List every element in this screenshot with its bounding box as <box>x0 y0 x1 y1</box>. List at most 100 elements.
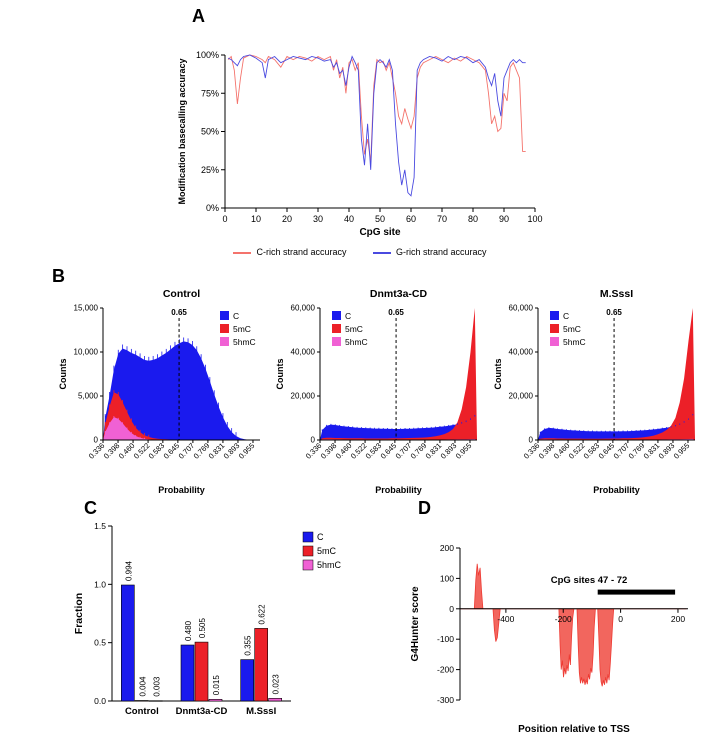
value-label: 0.003 <box>152 676 161 697</box>
x-axis-title: CpG site <box>359 227 401 238</box>
legend-label: C <box>345 311 351 321</box>
tick-label: 0.583 <box>364 441 384 461</box>
tick-label: -300 <box>437 695 454 705</box>
tick-label: 40,000 <box>291 348 316 357</box>
tick-label: 30 <box>313 214 323 224</box>
tick-label: 0.460 <box>552 441 572 461</box>
series-c_blue <box>538 414 695 440</box>
tick-label: 0 <box>311 436 316 445</box>
tick-label: 0.893 <box>657 441 677 461</box>
tick-label: 0.707 <box>612 441 632 461</box>
value-label: 0.505 <box>198 618 207 639</box>
tick-label: 0.398 <box>537 441 557 461</box>
series-c_blue <box>320 415 477 440</box>
panel-c-label: C <box>84 498 97 518</box>
tick-label: -200 <box>555 614 572 624</box>
tick-label: 0 <box>529 436 534 445</box>
legend-label: 5hmC <box>233 337 256 347</box>
value-label: 0.004 <box>138 676 147 697</box>
cpg-region-label: CpG sites 47 - 72 <box>551 575 628 586</box>
legend-label: C <box>563 311 569 321</box>
tick-label: 0 <box>618 614 623 624</box>
tick-label: 20,000 <box>291 392 316 401</box>
panel-a-legend: C-rich strand accuracy G-rich strand acc… <box>170 247 550 257</box>
tick-label: 0 <box>222 214 227 224</box>
tick-label: 60,000 <box>291 304 316 313</box>
legend-swatch <box>220 311 229 320</box>
tick-label: 0.583 <box>582 441 602 461</box>
tick-label: 10,000 <box>74 348 99 357</box>
tick-label: 75% <box>201 88 219 98</box>
hist-control-chart: Control 0 5,000 10,000 15,000 0.3360.3980.460… <box>58 288 260 495</box>
g-rich-legend-label: G-rich strand accuracy <box>396 247 487 257</box>
tick-label: 0 <box>94 436 99 445</box>
tick-label: 0.769 <box>192 441 212 461</box>
tick-label: 60 <box>406 214 416 224</box>
legend-label: 5hmC <box>345 337 368 347</box>
tick-label: 50 <box>375 214 385 224</box>
y-axis-title: Counts <box>275 359 285 390</box>
legend-swatch <box>332 337 341 346</box>
tick-label: 0.893 <box>439 441 459 461</box>
legend-item-g-rich: G-rich strand accuracy <box>373 247 487 257</box>
tick-label: 5,000 <box>78 392 99 401</box>
tick-label: 20 <box>282 214 292 224</box>
legend-label: C <box>317 532 324 542</box>
tick-label: 0.707 <box>177 441 197 461</box>
tick-label: 0.460 <box>334 441 354 461</box>
x-axis-title: Probability <box>158 485 205 495</box>
threshold-label: 0.65 <box>606 308 622 317</box>
legend-swatch <box>550 324 559 333</box>
bar-hmc_pink <box>208 699 223 702</box>
y-axis-title: Modification basecalling accuracy <box>177 58 187 204</box>
tick-label: 1.0 <box>94 579 106 589</box>
tick-label: 0.955 <box>454 441 474 461</box>
bar-c_blue <box>120 584 135 702</box>
y-axis-title: Counts <box>493 359 503 390</box>
legend-label: 5mC <box>317 546 337 556</box>
tick-label: 0.831 <box>642 441 662 461</box>
panel-d-chart: 200 100 0 -100 -200 -300 -400 -200 0 200 Position … <box>410 543 688 735</box>
series-mc_red <box>538 308 695 440</box>
legend-swatch <box>332 311 341 320</box>
panel-c-chart: 0.0 0.5 1.0 1.5 Fraction Control 0.994 0.004 0.0… <box>73 521 342 717</box>
threshold-label: 0.65 <box>388 308 404 317</box>
g4hunter-area <box>460 563 687 687</box>
legend-swatch <box>302 545 314 557</box>
bar-mc_red <box>254 628 268 702</box>
tick-label: 0.522 <box>349 441 369 461</box>
legend-swatch <box>550 337 559 346</box>
legend-swatch <box>220 324 229 333</box>
tick-label: 0.5 <box>94 638 106 648</box>
tick-label: 40 <box>344 214 354 224</box>
threshold-label: 0.65 <box>171 308 187 317</box>
tick-label: -400 <box>497 614 514 624</box>
tick-label: 0.336 <box>304 441 324 461</box>
chart-title: Dnmt3a-CD <box>370 288 428 300</box>
tick-label: 80 <box>468 214 478 224</box>
legend-swatch <box>332 324 341 333</box>
tick-label: 70 <box>437 214 447 224</box>
tick-label: 100% <box>196 50 219 60</box>
tick-label: 0.769 <box>627 441 647 461</box>
legend-label: C <box>233 311 239 321</box>
series-line_red <box>227 54 526 163</box>
value-label: 0.622 <box>258 604 267 625</box>
tick-label: 200 <box>440 543 454 553</box>
tick-label: -100 <box>437 634 454 644</box>
series-line_blue <box>227 54 526 197</box>
tick-label: 0.398 <box>102 441 122 461</box>
legend-label: 5hmC <box>563 337 586 347</box>
tick-label: 0.398 <box>319 441 339 461</box>
bar-c_blue <box>240 659 254 702</box>
tick-label: 0.831 <box>424 441 444 461</box>
tick-label: 0.707 <box>394 441 414 461</box>
x-axis-title: Probability <box>593 485 640 495</box>
tick-label: 50% <box>201 127 219 137</box>
legend-swatch <box>220 337 229 346</box>
y-axis-title: Fraction <box>73 593 85 634</box>
panel-a-chart: 0% 25% 50% 75% 100% 0 10 20 30 40 50 60 70 80 90 100 CpG… <box>177 50 543 238</box>
value-label: 0.015 <box>212 675 221 696</box>
c-rich-legend-label: C-rich strand accuracy <box>256 247 347 257</box>
bar-hmc_pink <box>149 700 163 702</box>
